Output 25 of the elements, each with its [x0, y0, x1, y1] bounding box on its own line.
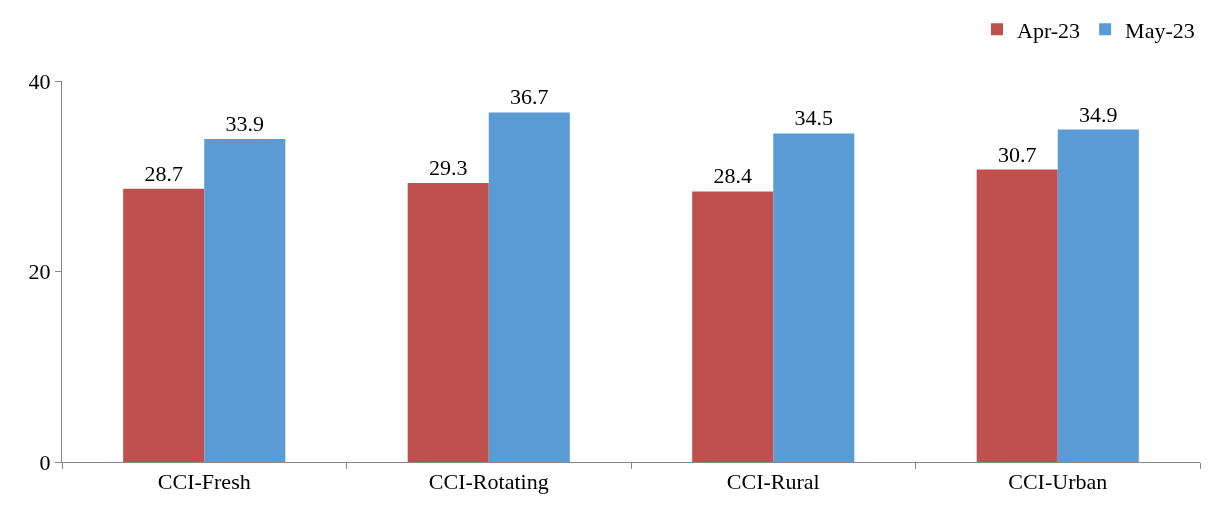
bar	[692, 191, 774, 462]
bar	[488, 112, 570, 462]
bar	[773, 133, 855, 462]
data-label: 36.7	[510, 84, 549, 110]
x-tick-label: CCI-Fresh	[157, 469, 251, 495]
data-label: 34.9	[1079, 101, 1118, 127]
bar	[1057, 129, 1139, 462]
bar	[407, 182, 489, 462]
y-tick-label: 20	[28, 259, 51, 285]
data-label: 28.7	[144, 160, 183, 186]
x-tick-label: CCI-Rural	[726, 469, 820, 495]
bar	[204, 139, 286, 462]
legend-label: May-23	[1125, 17, 1195, 43]
bar	[123, 188, 205, 462]
x-tick-label: CCI-Urban	[1008, 469, 1108, 495]
data-label: 33.9	[225, 111, 265, 137]
y-tick-label: 0	[39, 449, 51, 475]
bar	[976, 169, 1058, 462]
data-label: 30.7	[997, 141, 1037, 167]
data-label: 34.5	[794, 105, 834, 131]
legend-label: Apr-23	[1017, 17, 1081, 43]
data-label: 29.3	[428, 154, 468, 180]
y-tick-label: 40	[28, 68, 51, 94]
data-label: 28.4	[713, 163, 752, 189]
x-tick-label: CCI-Rotating	[428, 469, 549, 495]
